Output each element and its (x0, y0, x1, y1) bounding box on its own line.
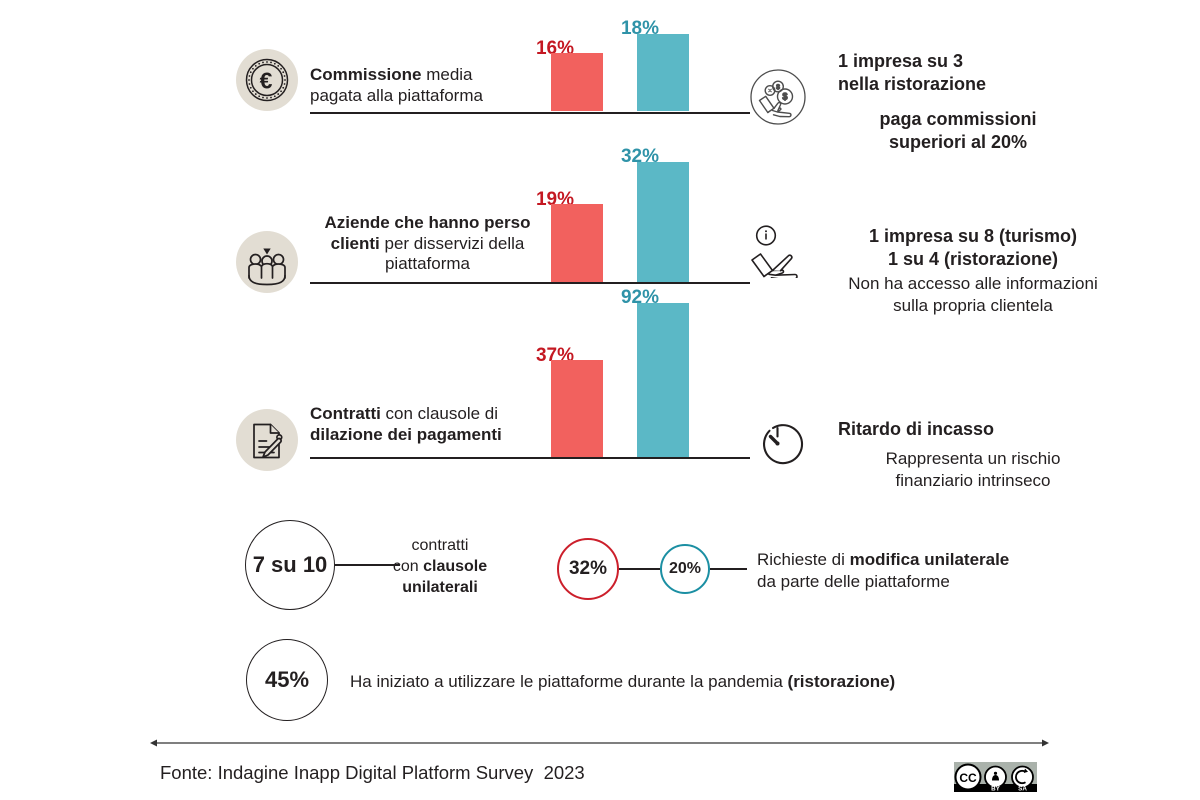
svg-text:BY: BY (991, 785, 1001, 792)
svg-text:SA: SA (1018, 785, 1027, 792)
svg-text:CC: CC (959, 771, 977, 785)
